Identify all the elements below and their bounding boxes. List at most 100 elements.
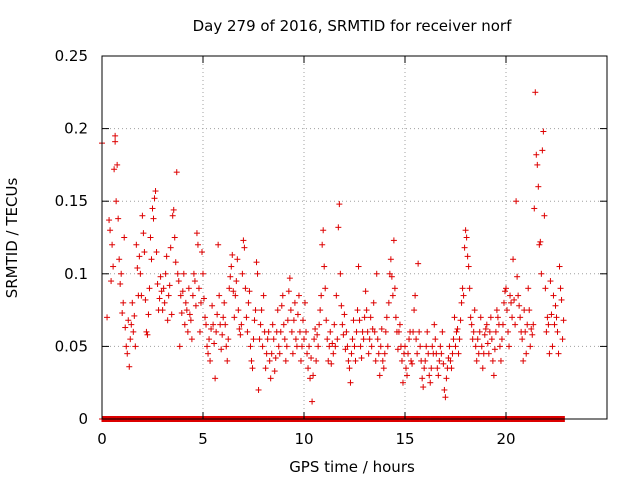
data-point [557,285,564,292]
data-point [385,299,392,306]
data-point [188,336,195,343]
data-point [251,317,258,324]
data-point [546,350,553,357]
data-point [143,328,150,335]
data-point [433,350,440,357]
data-point [338,302,345,309]
x-tick-label: 0 [97,430,107,448]
data-point [137,270,144,277]
data-point [259,343,266,350]
data-point [417,343,424,350]
data-point [411,307,418,314]
data-point [352,357,359,364]
data-point [387,256,394,263]
data-point [223,343,230,350]
data-point [141,249,148,256]
data-point [296,328,303,335]
data-point [140,230,147,237]
data-point [173,169,180,176]
data-point [265,328,272,335]
y-tick-label: 0.05 [55,337,88,355]
data-point [250,336,257,343]
data-point [549,343,556,350]
data-point [456,336,463,343]
data-point [274,307,281,314]
data-point [476,328,483,335]
data-point [136,253,143,260]
data-point [297,357,304,364]
data-point [364,328,371,335]
data-point [337,270,344,277]
data-point [378,325,385,332]
data-point [228,263,235,270]
data-point [316,321,323,328]
data-point [211,340,218,347]
data-point [511,296,518,303]
data-point [463,234,470,241]
data-point [269,321,276,328]
data-point [162,270,169,277]
data-point [504,307,511,314]
data-point [330,350,337,357]
data-point [164,317,171,324]
data-point [436,357,443,364]
data-point [422,357,429,364]
data-point [408,357,415,364]
data-point [469,336,476,343]
data-point [157,273,164,280]
data-point [270,336,277,343]
data-point [170,206,177,213]
data-point [253,259,260,266]
data-point [398,357,405,364]
data-point [542,285,549,292]
data-point [238,321,245,328]
data-point [178,310,185,317]
data-point [368,343,375,350]
data-point [475,350,482,357]
data-point [161,299,168,306]
data-point [556,263,563,270]
data-point [202,314,209,321]
data-point [531,205,538,212]
data-point [160,285,167,292]
data-point [321,263,328,270]
data-point [347,379,354,386]
data-point [185,285,192,292]
data-point [472,343,479,350]
data-point [282,357,289,364]
data-point [290,317,297,324]
data-point [108,278,115,285]
data-point [129,299,136,306]
data-point [147,234,154,241]
data-point [283,343,290,350]
data-point [243,314,250,321]
data-point [554,328,561,335]
data-point [384,343,391,350]
data-point [537,238,544,245]
data-point [201,295,208,302]
data-point [166,282,173,289]
data-point [391,285,398,292]
grid-lines [102,56,607,419]
data-point [328,360,335,367]
data-point [224,357,231,364]
data-point [302,299,309,306]
data-point [438,350,445,357]
data-point [209,302,216,309]
data-point [478,343,485,350]
data-point [363,307,370,314]
data-point [505,328,512,335]
data-point [171,234,178,241]
data-point [335,224,342,231]
data-point [292,336,299,343]
data-point [220,314,227,321]
data-point [448,365,455,372]
data-point [234,256,241,263]
data-points [99,89,568,422]
data-point [519,336,526,343]
data-point [544,314,551,321]
data-point [167,244,174,251]
data-point [526,307,533,314]
data-point [457,317,464,324]
